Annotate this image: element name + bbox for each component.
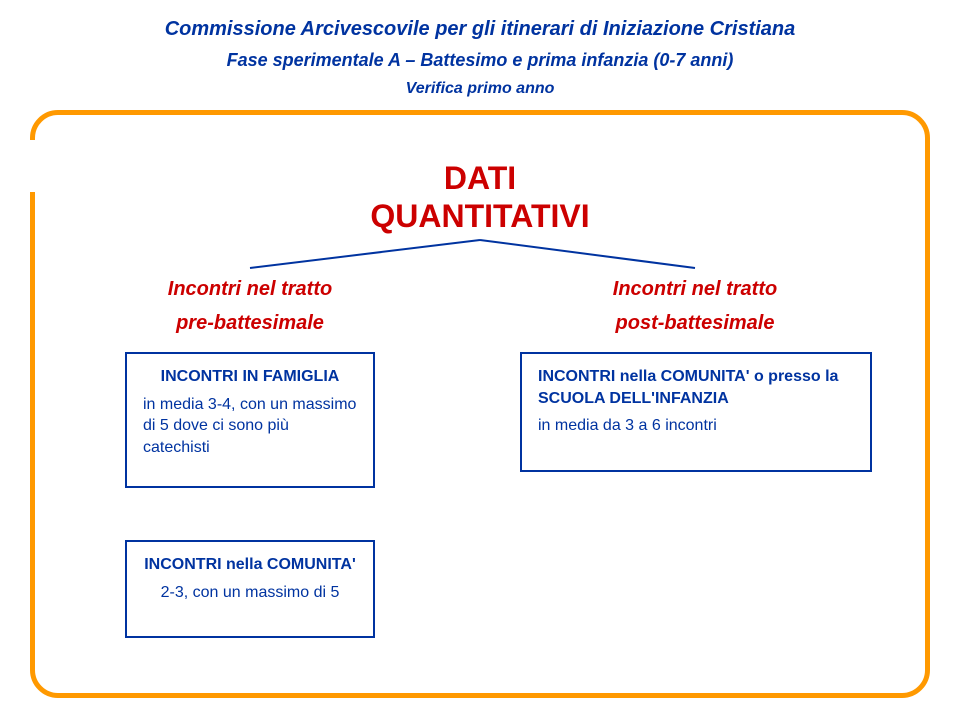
left-box-comunita-body: 2-3, con un massimo di 5 [143, 582, 357, 604]
right-box-title: INCONTRI nella COMUNITA' o presso la SCU… [538, 366, 854, 409]
right-box-comunita-scuola: INCONTRI nella COMUNITA' o presso la SCU… [520, 352, 872, 472]
left-box-famiglia-title: INCONTRI IN FAMIGLIA [143, 366, 357, 388]
left-box-comunita-title: INCONTRI nella COMUNITA' [143, 554, 357, 576]
main-title-line-1: DATI [0, 160, 960, 197]
right-box-body: in media da 3 a 6 incontri [538, 415, 854, 437]
header-line-2: Fase sperimentale A – Battesimo e prima … [0, 50, 960, 71]
left-col-title-1: Incontri nel tratto [100, 278, 400, 301]
left-box-famiglia-body: in media 3-4, con un massimo di 5 dove c… [143, 394, 357, 459]
main-title-line-2: QUANTITATIVI [0, 198, 960, 235]
right-col-title-2: post-battesimale [545, 312, 845, 335]
header-line-1: Commissione Arcivescovile per gli itiner… [0, 18, 960, 41]
right-col-title-1: Incontri nel tratto [545, 278, 845, 301]
left-box-famiglia: INCONTRI IN FAMIGLIA in media 3-4, con u… [125, 352, 375, 488]
left-col-title-2: pre-battesimale [100, 312, 400, 335]
header-line-3: Verifica primo anno [0, 80, 960, 98]
left-box-comunita: INCONTRI nella COMUNITA' 2-3, con un mas… [125, 540, 375, 638]
